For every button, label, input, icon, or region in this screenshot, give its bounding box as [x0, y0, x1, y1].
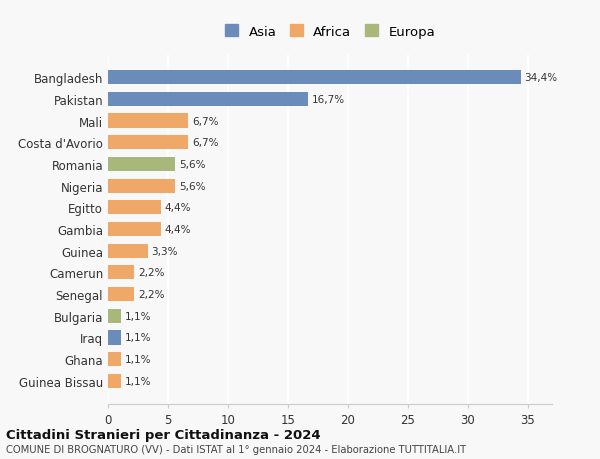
Text: 6,7%: 6,7% — [192, 138, 218, 148]
Text: 2,2%: 2,2% — [138, 268, 164, 278]
Text: 16,7%: 16,7% — [312, 95, 345, 105]
Bar — [108, 330, 121, 345]
Text: 6,7%: 6,7% — [192, 116, 218, 126]
Text: 5,6%: 5,6% — [179, 181, 205, 191]
Text: 1,1%: 1,1% — [125, 311, 151, 321]
Text: 1,1%: 1,1% — [125, 376, 151, 386]
Text: 4,4%: 4,4% — [164, 224, 191, 235]
Text: 34,4%: 34,4% — [524, 73, 557, 83]
Bar — [108, 244, 148, 258]
Bar — [108, 114, 188, 129]
Bar — [108, 136, 188, 150]
Legend: Asia, Africa, Europa: Asia, Africa, Europa — [220, 20, 440, 44]
Bar — [108, 201, 161, 215]
Bar — [108, 223, 161, 236]
Bar — [108, 93, 308, 106]
Text: 1,1%: 1,1% — [125, 333, 151, 343]
Bar — [108, 374, 121, 388]
Bar — [108, 71, 521, 85]
Bar — [108, 287, 134, 302]
Text: 2,2%: 2,2% — [138, 290, 164, 299]
Text: 4,4%: 4,4% — [164, 203, 191, 213]
Text: Cittadini Stranieri per Cittadinanza - 2024: Cittadini Stranieri per Cittadinanza - 2… — [6, 428, 320, 442]
Text: COMUNE DI BROGNATURO (VV) - Dati ISTAT al 1° gennaio 2024 - Elaborazione TUTTITA: COMUNE DI BROGNATURO (VV) - Dati ISTAT a… — [6, 444, 466, 454]
Text: 3,3%: 3,3% — [151, 246, 178, 256]
Text: 5,6%: 5,6% — [179, 160, 205, 169]
Bar — [108, 309, 121, 323]
Bar — [108, 266, 134, 280]
Bar — [108, 179, 175, 193]
Bar — [108, 157, 175, 172]
Text: 1,1%: 1,1% — [125, 354, 151, 364]
Bar — [108, 353, 121, 366]
